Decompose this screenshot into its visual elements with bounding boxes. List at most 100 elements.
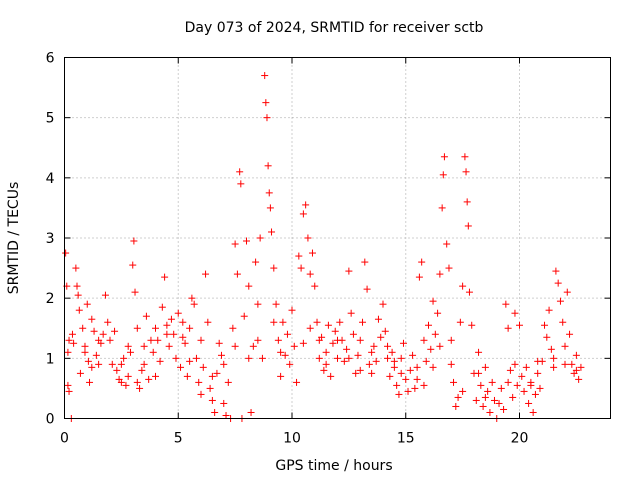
data-point (506, 366, 514, 374)
data-point (179, 333, 187, 341)
data-point (65, 336, 73, 344)
data-point (438, 204, 446, 212)
data-point (202, 270, 210, 278)
data-point (188, 294, 196, 302)
data-point (211, 408, 219, 416)
data-point (456, 318, 464, 326)
data-point (420, 381, 428, 389)
data-point (68, 330, 76, 338)
data-point (413, 363, 421, 371)
data-point (64, 381, 72, 389)
data-point (286, 360, 294, 368)
data-point (62, 249, 70, 257)
data-point (468, 321, 476, 329)
data-point (236, 168, 244, 176)
data-point (377, 333, 385, 341)
data-point (283, 330, 291, 338)
data-point (559, 318, 567, 326)
data-point (399, 339, 407, 347)
data-point (461, 153, 469, 161)
data-point (177, 363, 185, 371)
y-tick-label: 5 (46, 111, 55, 127)
y-tick-label: 4 (46, 171, 55, 187)
data-point (445, 264, 453, 272)
data-point (481, 393, 489, 401)
data-point (550, 354, 558, 362)
data-point (224, 378, 232, 386)
data-point (354, 351, 362, 359)
data-point (356, 366, 364, 374)
data-point (240, 312, 248, 320)
data-point (572, 366, 580, 374)
data-point (172, 354, 180, 362)
data-point (270, 264, 278, 272)
data-point (484, 387, 492, 395)
data-point (368, 369, 376, 377)
y-tick-label: 2 (46, 291, 55, 307)
data-point (290, 342, 298, 350)
data-point (431, 330, 439, 338)
data-point (390, 363, 398, 371)
data-point (197, 336, 205, 344)
data-point (277, 372, 285, 380)
data-point (129, 261, 137, 269)
data-point (104, 318, 112, 326)
data-point (233, 270, 241, 278)
data-point (447, 336, 455, 344)
data-point (486, 408, 494, 416)
data-point (477, 381, 485, 389)
data-point (409, 351, 417, 359)
data-point (254, 300, 262, 308)
data-point (577, 363, 585, 371)
data-point (415, 273, 423, 281)
data-point (343, 345, 351, 353)
data-point (117, 360, 125, 368)
data-point (459, 387, 467, 395)
data-point (488, 378, 496, 386)
data-point (147, 336, 155, 344)
data-point (149, 348, 157, 356)
data-point (145, 375, 153, 383)
data-point (566, 330, 574, 338)
data-point (120, 354, 128, 362)
data-point (186, 357, 194, 365)
data-point (516, 321, 523, 329)
data-point (136, 384, 144, 392)
data-point (345, 267, 353, 275)
data-point (561, 342, 569, 350)
data-point (264, 162, 272, 170)
data-point (99, 330, 107, 338)
data-point (231, 342, 239, 350)
data-point (370, 342, 378, 350)
data-point (304, 234, 312, 242)
data-point (349, 330, 357, 338)
data-point (208, 372, 216, 380)
data-point (156, 357, 164, 365)
data-point (365, 360, 373, 368)
data-point (190, 300, 198, 308)
data-point (186, 324, 194, 332)
data-point (509, 393, 517, 401)
data-point (88, 363, 96, 371)
x-tick-label: 15 (397, 431, 415, 447)
data-point (418, 258, 426, 266)
chart-title: Day 073 of 2024, SRMTID for receiver sct… (185, 20, 484, 36)
data-point (268, 228, 276, 236)
data-point (386, 372, 394, 380)
data-point (327, 372, 335, 380)
data-point (302, 201, 310, 209)
data-point (124, 372, 132, 380)
data-point (384, 354, 392, 362)
data-point (550, 363, 558, 371)
data-point (534, 357, 542, 365)
data-point (413, 375, 421, 383)
data-point (361, 258, 369, 266)
data-point (254, 336, 262, 344)
data-point (525, 399, 533, 407)
data-point (124, 342, 132, 350)
data-point (88, 315, 96, 323)
data-point (90, 327, 98, 335)
data-point (363, 285, 371, 293)
data-point (481, 363, 489, 371)
data-point (140, 360, 148, 368)
